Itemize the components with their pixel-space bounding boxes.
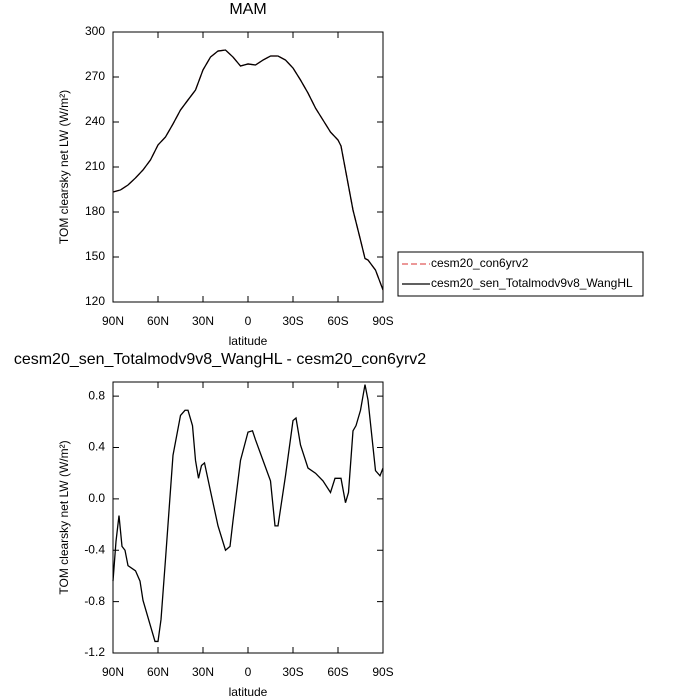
x-tick-label: 90N [102, 314, 124, 328]
x-tick-label: 0 [245, 665, 252, 679]
plot-frame [112, 381, 384, 654]
y-tick-label: -0.4 [84, 542, 105, 556]
line [112, 384, 384, 643]
y-tick-label: 120 [85, 294, 105, 308]
x-tick-label: 60N [147, 665, 169, 679]
y-axis-label: TOM clearsky net LW (W/m²) [57, 90, 71, 244]
x-tick-label: 60S [327, 665, 348, 679]
y-tick-label: 0.4 [88, 440, 105, 454]
x-tick-label: 60S [327, 314, 348, 328]
legend-label: cesm20_sen_Totalmodv9v8_WangHL [431, 276, 633, 290]
line [112, 49, 384, 291]
chart-title: MAM [229, 1, 266, 18]
y-tick-label: 210 [85, 159, 105, 173]
x-tick-label: 30S [282, 314, 303, 328]
x-axis-label: latitude [229, 334, 268, 348]
y-tick-label: 180 [85, 204, 105, 218]
x-tick-label: 30S [282, 665, 303, 679]
x-tick-label: 90N [102, 665, 124, 679]
legend-box [397, 251, 644, 297]
y-tick-label: 0.0 [88, 491, 105, 505]
y-axis-label: TOM clearsky net LW (W/m²) [57, 440, 71, 594]
y-tick-label: 270 [85, 69, 105, 83]
x-tick-label: 0 [245, 314, 252, 328]
x-tick-label: 30N [192, 665, 214, 679]
y-tick-label: -0.8 [84, 594, 105, 608]
x-tick-label: 60N [147, 314, 169, 328]
line [112, 49, 384, 291]
legend-label: cesm20_con6yrv2 [431, 256, 529, 270]
y-tick-label: 240 [85, 114, 105, 128]
x-axis-label: latitude [229, 685, 268, 699]
y-tick-label: -1.2 [84, 645, 105, 659]
y-tick-label: 300 [85, 24, 105, 38]
x-tick-label: 90S [372, 665, 393, 679]
chart-title: cesm20_sen_Totalmodv9v8_WangHL - cesm20_… [14, 351, 426, 368]
y-tick-label: 0.8 [88, 388, 105, 402]
plot-frame [112, 31, 384, 303]
x-tick-label: 30N [192, 314, 214, 328]
x-tick-label: 90S [372, 314, 393, 328]
y-tick-label: 150 [85, 249, 105, 263]
